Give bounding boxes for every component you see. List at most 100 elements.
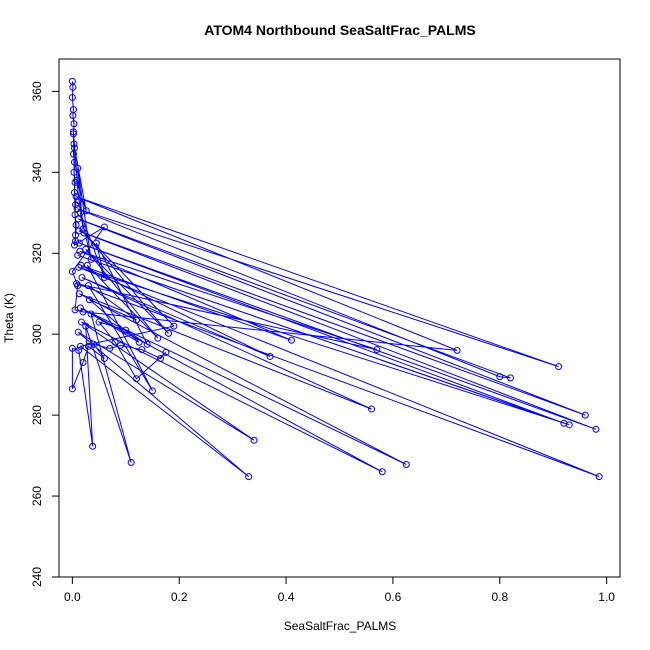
data-point — [84, 282, 92, 290]
x-tick-label: 0.4 — [278, 590, 295, 604]
y-tick-label: 300 — [30, 324, 44, 344]
data-point — [72, 237, 80, 245]
data-point — [75, 290, 83, 298]
x-axis: 0.0 0.2 0.4 0.6 0.8 1.0 — [64, 577, 615, 604]
x-tick-label: 0.0 — [64, 590, 81, 604]
data-point — [70, 140, 78, 148]
data-point — [100, 354, 108, 362]
data-point — [79, 359, 87, 367]
y-tick-label: 340 — [30, 162, 44, 182]
data-point — [69, 83, 77, 91]
data-point — [77, 318, 85, 326]
data-point — [82, 245, 90, 253]
data-point — [111, 338, 119, 346]
data-point — [73, 176, 81, 184]
data-point — [76, 209, 84, 217]
data-point — [70, 120, 78, 128]
data-point — [70, 189, 78, 197]
data-point — [68, 385, 76, 393]
data-point — [100, 274, 108, 282]
series-line — [71, 81, 600, 478]
data-point — [70, 144, 78, 152]
data-point — [72, 221, 80, 229]
y-axis-label: Theta (K) — [2, 293, 16, 343]
y-tick-label: 260 — [30, 486, 44, 506]
y-tick-label: 360 — [30, 81, 44, 101]
data-point — [70, 168, 78, 176]
data-point — [74, 164, 82, 172]
data-point — [138, 346, 146, 354]
plot-frame — [58, 58, 621, 578]
y-tick-label: 280 — [30, 405, 44, 425]
data-point — [378, 468, 386, 476]
data-point — [287, 336, 295, 344]
x-tick-label: 0.6 — [385, 590, 402, 604]
data-point — [496, 373, 504, 381]
data-point — [82, 207, 90, 215]
data-point — [69, 128, 77, 136]
data-point — [76, 304, 84, 312]
data-point — [555, 363, 563, 371]
data-point — [143, 340, 151, 348]
data-point — [92, 239, 100, 247]
data-point — [149, 387, 156, 395]
data-point — [595, 473, 603, 481]
data-point — [106, 344, 114, 352]
data-point — [68, 344, 76, 352]
data-point — [116, 342, 124, 350]
data-point — [69, 112, 77, 120]
data-point — [266, 352, 274, 360]
data-point — [100, 223, 108, 231]
data-point — [69, 130, 77, 138]
data-point — [71, 178, 79, 186]
data-point — [74, 215, 82, 223]
data-point — [135, 338, 143, 346]
data-point — [70, 158, 78, 166]
data-point — [132, 375, 140, 383]
data-point — [76, 247, 84, 255]
data-point — [373, 346, 381, 354]
data-point — [79, 225, 87, 233]
data-point — [83, 261, 91, 269]
data-point — [74, 328, 82, 336]
data-point — [402, 460, 410, 468]
data-point — [75, 346, 83, 354]
data-point — [75, 239, 83, 247]
data-point — [73, 280, 81, 288]
data-point — [82, 322, 90, 330]
data-point — [506, 374, 514, 382]
x-tick-label: 0.2 — [171, 590, 188, 604]
data-point — [87, 310, 95, 318]
data-point — [592, 425, 600, 433]
data-point — [154, 334, 162, 342]
data-point — [75, 197, 83, 205]
data-point — [132, 316, 140, 324]
data-point — [170, 322, 178, 330]
data-point — [80, 229, 88, 237]
data-point — [165, 329, 173, 337]
data-point — [581, 411, 589, 419]
data-point — [76, 342, 84, 350]
data-point — [89, 442, 97, 450]
x-tick-label: 0.8 — [491, 590, 508, 604]
data-point — [95, 318, 103, 326]
data-point — [78, 274, 86, 282]
data-point — [90, 340, 98, 348]
x-tick-label: 1.0 — [598, 590, 615, 604]
data-point — [157, 354, 165, 362]
data-point — [74, 251, 82, 259]
data-point — [87, 255, 95, 263]
y-tick-label: 240 — [30, 567, 44, 587]
data-point — [75, 263, 83, 271]
data-point — [85, 296, 93, 304]
data-point — [68, 93, 76, 101]
data-series — [68, 77, 603, 481]
data-point — [453, 346, 461, 354]
data-point — [250, 436, 258, 444]
x-axis-label: SeaSaltFrac_PALMS — [284, 619, 397, 633]
data-point — [565, 421, 573, 429]
data-point — [368, 405, 376, 413]
y-tick-label: 320 — [30, 243, 44, 263]
data-point — [122, 326, 130, 334]
